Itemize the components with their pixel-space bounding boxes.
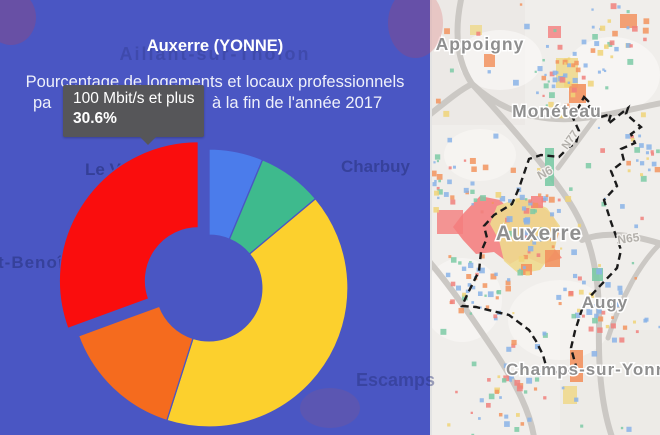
donut-slice-2[interactable]: [166, 197, 349, 428]
chart-subtitle-line2-right: à la fin de l'année 2017: [212, 94, 383, 112]
map-smudge: [388, 0, 443, 58]
faint-map-label-aillant: Aillant-sur-Tholon: [119, 44, 311, 64]
donut-slice-3[interactable]: [77, 305, 194, 422]
faint-map-label-benoit: t-Benoî: [0, 253, 64, 272]
chart-tooltip: 100 Mbit/s et plus 30.6%: [63, 85, 205, 145]
map-label-augy: Augy: [582, 293, 629, 312]
donut-chart[interactable]: [0, 0, 430, 435]
faint-map-label-charbuy: Charbuy: [341, 157, 410, 176]
faint-map-label-escamps: Escamps: [356, 370, 436, 390]
terrain-patches: [432, 0, 660, 435]
coverage-dots: [432, 3, 660, 435]
map-label-moneteau: Monéteau: [512, 101, 602, 121]
tooltip-label: 100 Mbit/s et plus: [73, 90, 195, 107]
tooltip-value: 30.6%: [73, 110, 117, 128]
roads: [432, 0, 660, 435]
chart-subtitle-line2-left: pa: [33, 94, 52, 112]
map-smudge: [300, 388, 360, 428]
donut-slice-4-100-mbit-s-et-plus[interactable]: [58, 140, 199, 330]
map-label-auxerre: Auxerre: [496, 222, 582, 245]
map-label-champs-sur-yonne: Champs-sur-Yonne: [506, 360, 660, 379]
road-label-n65: N65: [616, 230, 640, 247]
map-pane[interactable]: Appoigny Monéteau Auxerre Augy Champs-su…: [430, 0, 660, 435]
map-label-appoigny: Appoigny: [436, 34, 525, 54]
coverage-map: Appoigny Monéteau Auxerre Augy Champs-su…: [432, 0, 660, 435]
chart-overlay-panel: Aillant-sur-Tholon Le Val t-Benoî Charbu…: [0, 0, 443, 435]
commune-boundary: [460, 94, 643, 375]
chart-title: Auxerre (YONNE): [146, 37, 284, 55]
